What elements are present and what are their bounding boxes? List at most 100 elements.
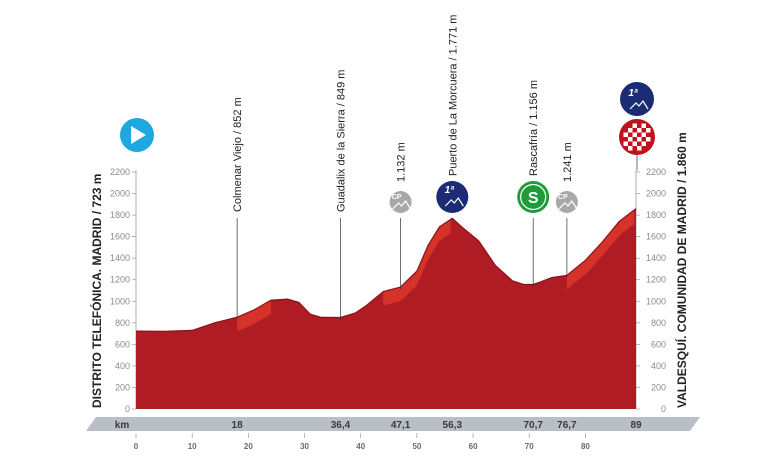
x-tick-label: 20 (244, 442, 253, 451)
waypoint-label: Rascafría / 1.156 m (528, 80, 540, 176)
steep-section (566, 209, 635, 290)
mountain-icon (629, 99, 649, 110)
steep-section (383, 219, 451, 306)
x-tick-label: 30 (300, 442, 309, 451)
finish-category-badge: 1ª (620, 82, 654, 116)
minor-climb-circle (389, 191, 412, 213)
y-tick-label-left: 1000 (110, 296, 130, 306)
waypoint-badges: CP 1ª S CP 1ª (120, 82, 655, 213)
x-tick-label: 10 (188, 442, 197, 451)
checker-square (637, 137, 642, 142)
y-tick-label-left: 800 (115, 318, 130, 328)
x-tick-label: 70 (525, 442, 534, 451)
y-axis-right: 0 200 400 600 800 1000 1200 1400 1600 1800 2000 220… (635, 167, 666, 414)
minor-climb-circle (555, 191, 578, 213)
y-tick-label-left: 2200 (110, 167, 130, 177)
elevation-profile (135, 208, 637, 409)
y-tick-label-left: 1200 (110, 275, 130, 285)
x-tick-label: 40 (356, 442, 365, 451)
y-tick-label-right: 1600 (646, 232, 666, 242)
finish-flag-badge (619, 119, 655, 155)
checker-square (637, 146, 642, 151)
y-tick-label-right: 0 (661, 404, 666, 414)
x-tick-label: 80 (581, 442, 590, 451)
finish-category-text: 1ª (628, 88, 638, 99)
finish-label: VALDESQUÍ. COMUNIDAD DE MADRID / 1.860 m (674, 132, 689, 408)
km-bar: km 18 36,4 47,1 56,3 70,7 76,7 89 (86, 417, 700, 431)
km-distance-mark: 36,4 (331, 420, 351, 431)
y-tick-label-right: 1000 (646, 296, 666, 306)
y-tick-label-right: 600 (651, 339, 666, 349)
sprint-badge: S (517, 181, 550, 213)
km-unit-label: km (115, 420, 130, 431)
km-distance-mark: 18 (232, 420, 244, 431)
minor-climb-badge: CP (389, 191, 412, 213)
y-tick-label-right: 400 (651, 361, 666, 371)
waypoint-label: 1.132 m (396, 142, 408, 182)
checker-square (637, 128, 642, 133)
y-tick-label-left: 1600 (110, 232, 130, 242)
checker-square (628, 128, 633, 133)
km-distance-mark: 89 (630, 420, 642, 431)
x-tick-label: 0 (134, 442, 139, 451)
checker-square (628, 146, 633, 151)
minor-climb-text: CP (558, 194, 568, 201)
km-distance-mark: 56,3 (443, 420, 463, 431)
checker-square (646, 128, 651, 133)
checker-square (623, 132, 628, 137)
y-tick-label-right: 1200 (646, 275, 666, 285)
y-tick-label-left: 2000 (110, 189, 130, 199)
x-tick-label: 60 (469, 442, 478, 451)
minor-climb-text: CP (392, 194, 402, 201)
checker-square (632, 141, 637, 146)
start-label: DISTRITO TELEFÓNICA. MADRID / 723 m (89, 174, 104, 408)
sprint-circle (517, 181, 550, 213)
checker-square (641, 141, 646, 146)
y-tick-label-left: 200 (115, 382, 130, 392)
km-distance-mark: 47,1 (391, 420, 411, 431)
checker-square (632, 123, 637, 128)
waypoint-label: Guadalix de la Sierra / 849 m (335, 70, 347, 212)
waypoint-label: 1.241 m (562, 142, 574, 182)
profile-ridge-line (135, 208, 637, 333)
y-tick-label-right: 1400 (646, 253, 666, 263)
checker-square (628, 137, 633, 142)
y-tick-label-left: 1400 (110, 253, 130, 263)
y-tick-label-left: 1800 (110, 210, 130, 220)
y-tick-label-left: 400 (115, 361, 130, 371)
y-tick-label-right: 1800 (646, 210, 666, 220)
y-tick-label-right: 200 (651, 382, 666, 392)
waypoint-label: Colmenar Viejo / 852 m (232, 97, 244, 212)
mountain-icon (392, 199, 412, 210)
checker-square (646, 137, 651, 142)
category-1-circle (436, 181, 469, 213)
checker-square (641, 123, 646, 128)
km-bar-background (86, 417, 700, 431)
sprint-text: S (528, 190, 539, 207)
minor-climb-badge: CP (555, 191, 578, 213)
waypoint-label: Puerto de La Morcuera / 1.771 m (447, 15, 459, 176)
y-tick-label-right: 800 (651, 318, 666, 328)
checker-square (641, 132, 646, 137)
y-tick-label-right: 2200 (646, 167, 666, 177)
x-tick-label: 50 (412, 442, 421, 451)
finish-category-circle (620, 82, 654, 116)
waypoint-lines (236, 150, 638, 320)
profile-area (136, 208, 636, 409)
km-distance-mark: 76,7 (557, 420, 577, 431)
category-1-badge: 1ª (436, 181, 469, 213)
start-badge (120, 118, 154, 152)
km-distance-mark: 70,7 (523, 420, 543, 431)
checker-square (632, 132, 637, 137)
steep-section (237, 300, 271, 332)
mountain-icon (558, 199, 578, 210)
y-axis-left: 0 200 400 600 800 1000 1200 1400 1600 1800 2000 220… (110, 167, 137, 414)
mountain-icon (444, 196, 464, 207)
y-tick-label-right: 2000 (646, 189, 666, 199)
category-1-text: 1ª (445, 185, 455, 196)
y-tick-label-left: 0 (125, 404, 130, 414)
play-icon (131, 126, 146, 144)
y-tick-label-left: 600 (115, 339, 130, 349)
